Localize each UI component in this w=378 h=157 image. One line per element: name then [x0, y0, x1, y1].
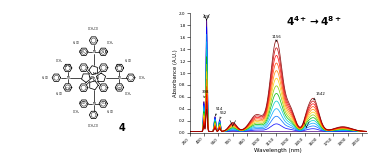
Text: OCH$_3$: OCH$_3$: [124, 91, 132, 98]
Text: H$_3$CO: H$_3$CO: [72, 39, 81, 47]
Text: H$_3$CO: H$_3$CO: [106, 108, 115, 116]
Text: N: N: [92, 102, 95, 106]
Text: N: N: [118, 76, 121, 80]
Text: H$_3$CO: H$_3$CO: [64, 63, 73, 70]
Text: 1156: 1156: [271, 35, 281, 41]
Text: H$_3$CO: H$_3$CO: [101, 49, 109, 56]
Text: N: N: [96, 76, 98, 80]
Text: OCH$_3$: OCH$_3$: [72, 108, 81, 116]
X-axis label: Wavelength (nm): Wavelength (nm): [254, 149, 302, 154]
Text: N: N: [92, 50, 95, 54]
Text: H$_3$CO: H$_3$CO: [124, 57, 132, 65]
Text: $\mathbf{4^{4+}\rightarrow 4^{8+}}$: $\mathbf{4^{4+}\rightarrow 4^{8+}}$: [286, 15, 341, 28]
Text: OCH$_3$: OCH$_3$: [64, 85, 73, 93]
Text: N: N: [92, 79, 95, 83]
Text: OCH$_3$: OCH$_3$: [101, 99, 109, 107]
Text: H$_3$CO: H$_3$CO: [78, 99, 87, 107]
Text: H$_3$CO: H$_3$CO: [41, 74, 50, 81]
Text: 562: 562: [220, 111, 227, 119]
Text: OCH$_3$: OCH$_3$: [55, 57, 63, 65]
Text: OCH$_3$CO: OCH$_3$CO: [87, 26, 100, 33]
Y-axis label: Absorbance (A.U.): Absorbance (A.U.): [173, 49, 178, 97]
Text: OCH$_3$: OCH$_3$: [106, 39, 115, 47]
Text: 398: 398: [202, 90, 209, 97]
Text: OCH$_3$: OCH$_3$: [138, 74, 146, 81]
Text: 1542: 1542: [314, 92, 326, 100]
Text: OCH$_3$: OCH$_3$: [115, 63, 123, 70]
Text: 4: 4: [118, 123, 125, 133]
Text: 514: 514: [215, 107, 223, 116]
Text: H$_3$CO: H$_3$CO: [115, 85, 123, 93]
Text: N: N: [66, 76, 69, 80]
Text: N: N: [89, 76, 91, 80]
Text: Zn: Zn: [91, 76, 96, 80]
Text: N: N: [92, 72, 95, 76]
Text: 426: 426: [203, 14, 210, 21]
Text: OCH$_3$: OCH$_3$: [78, 49, 87, 56]
Text: H$_3$CO: H$_3$CO: [55, 91, 64, 98]
Text: OCH$_3$CO: OCH$_3$CO: [87, 122, 100, 130]
